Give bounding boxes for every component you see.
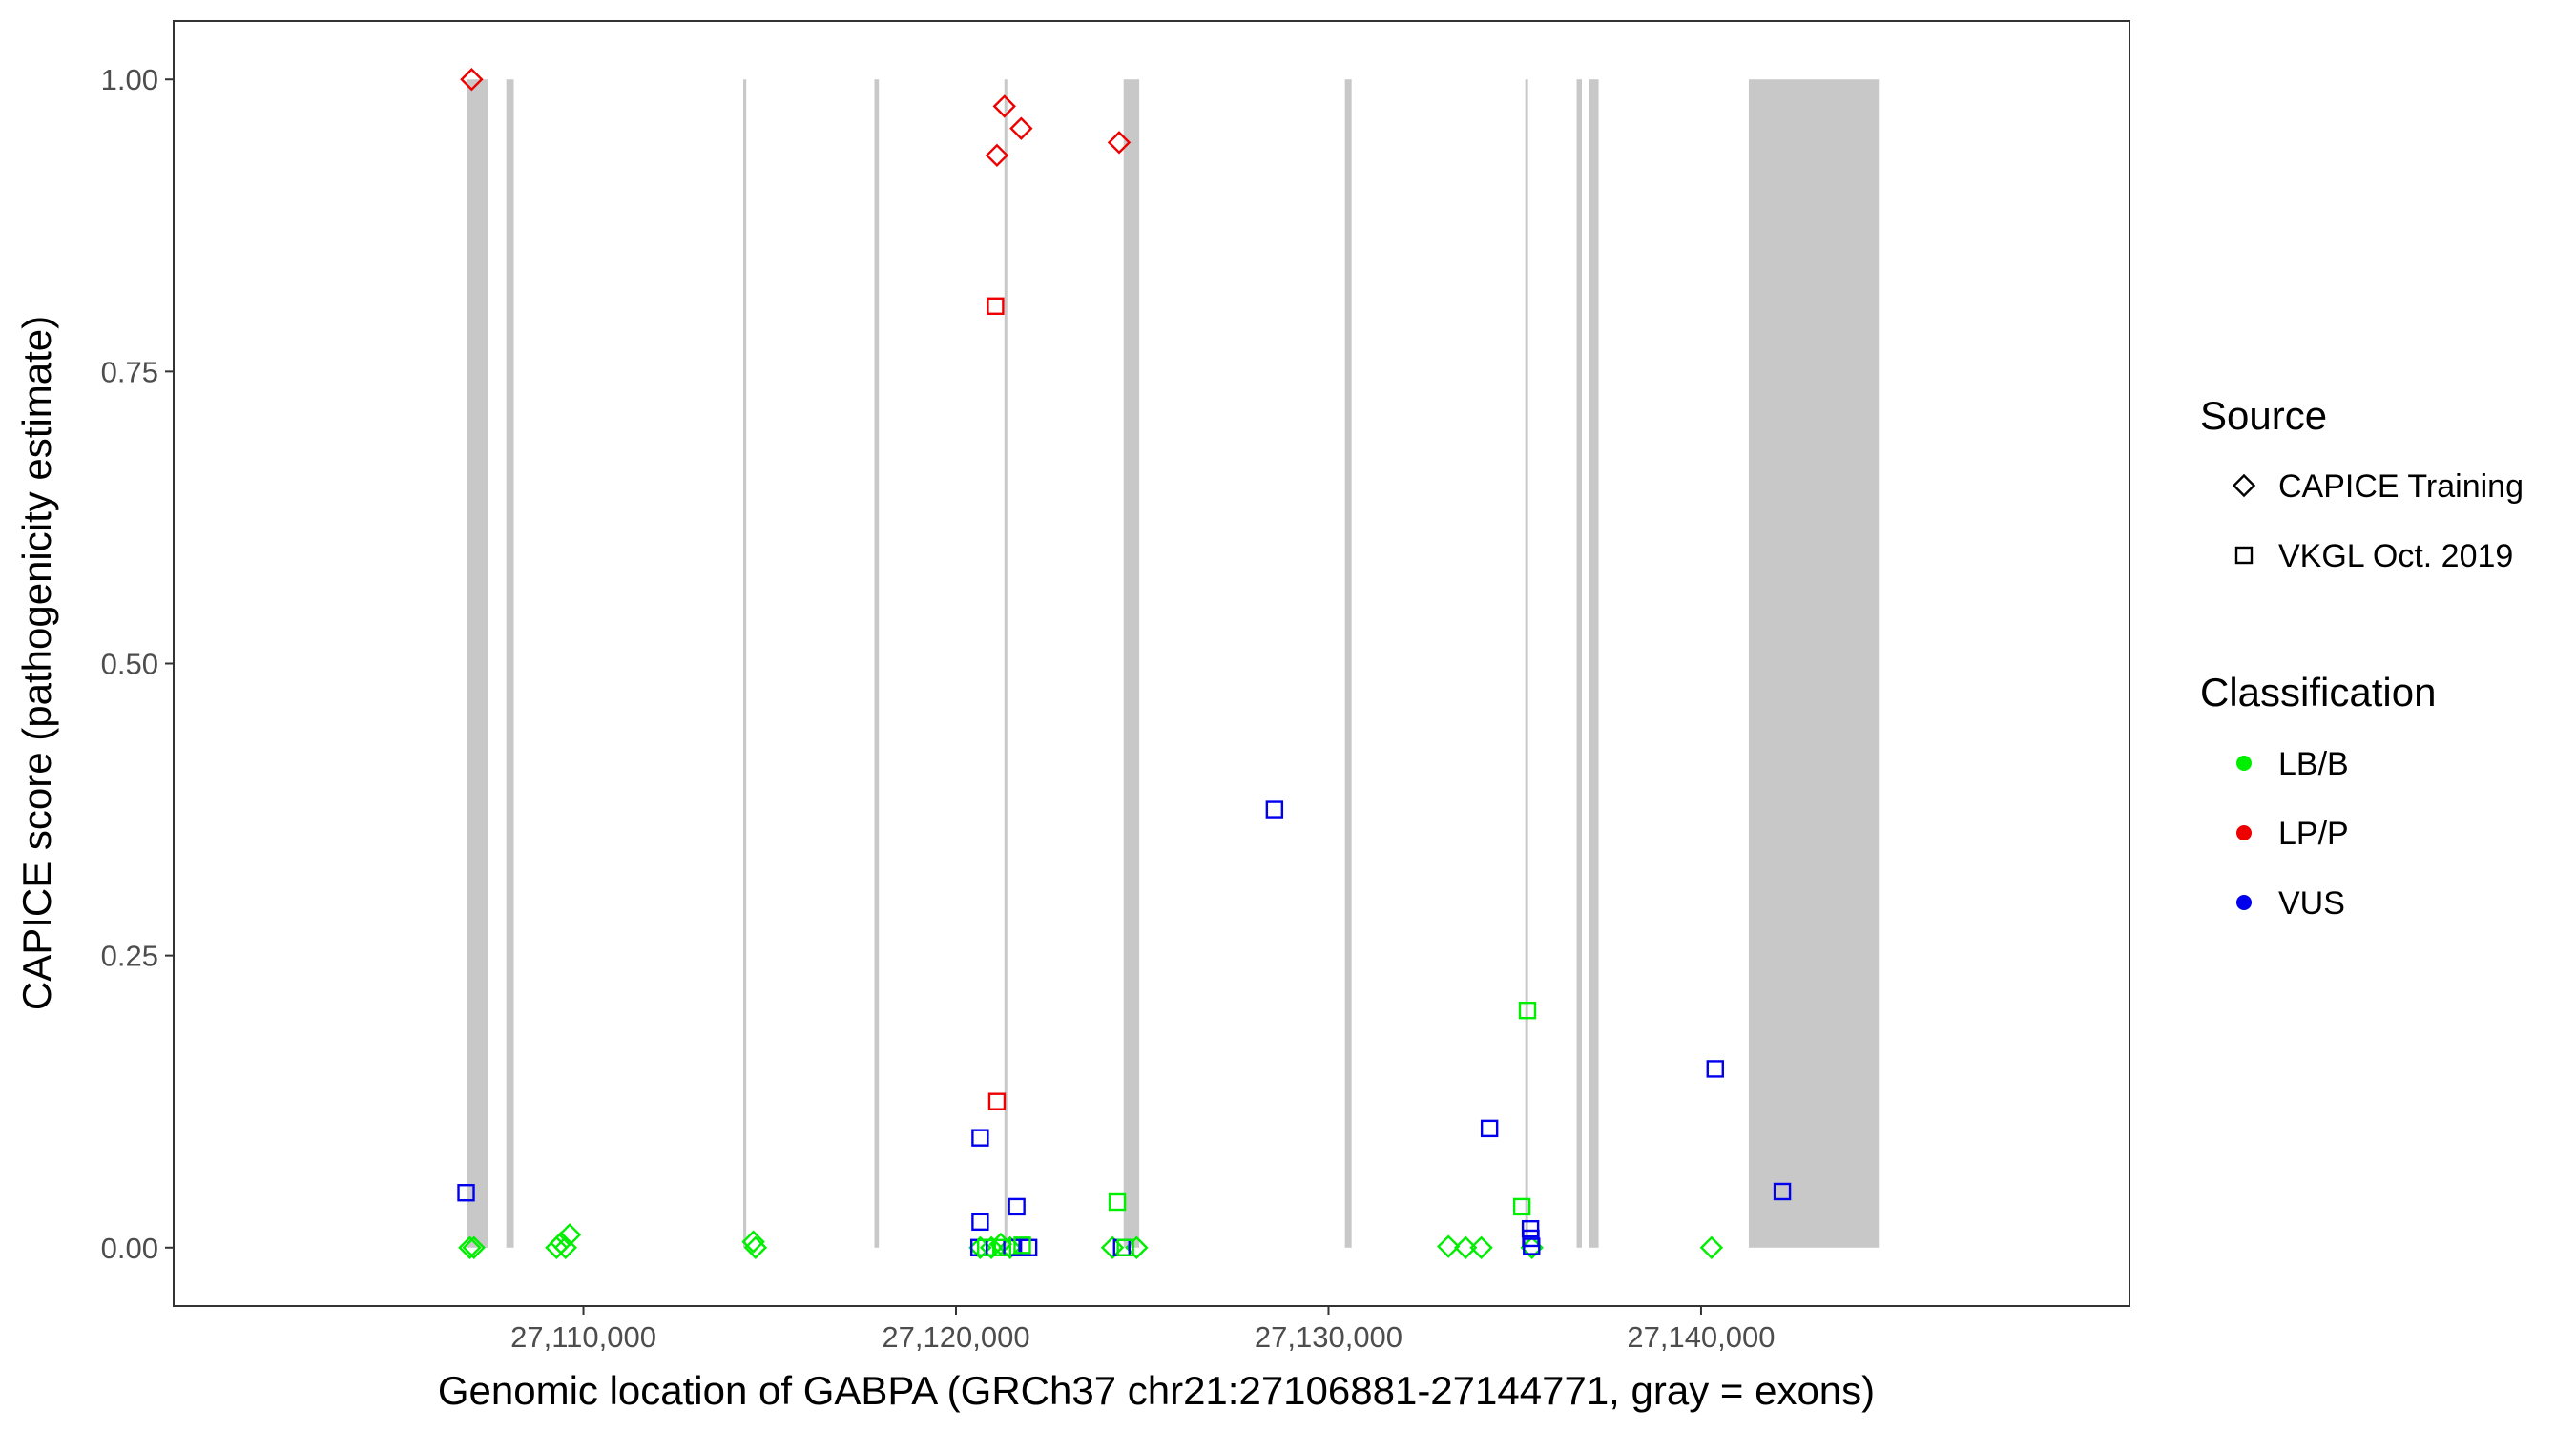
legend-source-title: Source [2200,393,2327,438]
vkgl-point [1019,1238,1038,1256]
capice-training-point [741,1230,765,1254]
exon-band [1525,79,1528,1248]
capice-training-point [992,94,1016,118]
legend-class-label: VUS [2278,885,2345,922]
x-tick-label: 27,130,000 [1255,1320,1402,1354]
exon-band [1589,79,1599,1248]
capice-training-point [1009,116,1033,140]
capice-training-point [458,1235,482,1259]
x-tick-label: 27,120,000 [882,1320,1029,1354]
vkgl-point [1480,1119,1499,1138]
vkgl-point [1008,1197,1026,1216]
vkgl-point [1108,1192,1127,1212]
vkgl-point [971,1129,989,1147]
exon-band [743,79,747,1248]
legend-key-diamond [2232,473,2256,498]
capice-training-point [1100,1235,1125,1259]
capice-training-point [1453,1235,1478,1259]
vkgl-point [993,1238,1012,1256]
x-tick-label: 27,110,000 [510,1320,656,1354]
capice-training-point [460,68,484,92]
exon-band [1344,79,1352,1248]
y-tick-label: 0.25 [101,940,158,973]
exon-band [1576,79,1582,1248]
x-axis-label: Genomic location of GABPA (GRCh37 chr21:… [438,1368,1875,1413]
point-layer [457,68,1792,1259]
capice-training-point [553,1235,577,1259]
legend-items: CAPICE Training VKGL Oct. 2019 LB/B LP/P VUS [2232,468,2524,922]
vkgl-point [987,1092,1007,1110]
legend-source-label: CAPICE Training [2278,468,2524,505]
exon-band [1748,79,1880,1248]
capice-training-point [462,1235,486,1259]
legend: Source Classification CAPICE Training VKG… [2200,393,2524,922]
capice-training-point [1107,131,1132,155]
y-tick-label: 0.00 [101,1232,158,1265]
vkgl-point [1512,1197,1531,1216]
legend-key-dot [2236,895,2252,910]
vkgl-point [1518,1001,1537,1020]
vkgl-point [457,1184,475,1202]
vkgl-point [1706,1060,1724,1078]
vkgl-point [1521,1219,1540,1238]
legend-key-dot [2236,756,2252,771]
capice-training-point [1437,1234,1461,1258]
legend-class-label: LB/B [2278,746,2349,782]
vkgl-point [977,1238,995,1256]
legend-key-square [2234,546,2254,565]
axis-layer: 0.00 0.25 0.50 0.75 1.00 27,110,000 27,120,000… [101,63,1776,1354]
legend-class-label: LP/P [2278,816,2349,852]
vkgl-point [1116,1238,1134,1256]
legend-classification-title: Classification [2200,670,2436,715]
vkgl-point [1523,1237,1541,1255]
exon-band [874,79,880,1248]
vkgl-point [1003,1238,1021,1256]
exon-band [506,79,514,1248]
legend-source-label: VKGL Oct. 2019 [2278,538,2513,574]
capice-training-point [985,143,1009,168]
capice-training-point [1469,1235,1493,1259]
exon-layer [467,79,1880,1248]
capice-training-point [557,1223,582,1247]
x-tick-label: 27,140,000 [1627,1320,1775,1354]
vkgl-point [971,1213,989,1232]
exon-band [467,79,488,1248]
vkgl-point [1265,800,1284,819]
exon-band [1004,79,1008,1248]
vkgl-point [987,297,1005,315]
capice-training-point [743,1235,768,1259]
y-tick-label: 0.50 [101,648,158,681]
y-axis-label: CAPICE score (pathogenicity estimate) [14,316,59,1010]
y-tick-label: 0.75 [101,355,158,388]
capice-training-point [979,1235,1004,1259]
exon-band [1123,79,1140,1248]
y-tick-label: 1.00 [101,63,158,96]
capice-training-point [545,1235,569,1259]
vkgl-point [1013,1236,1031,1255]
vkgl-point [1773,1182,1792,1201]
capice-training-point [1699,1235,1724,1259]
legend-key-dot [2236,825,2252,840]
